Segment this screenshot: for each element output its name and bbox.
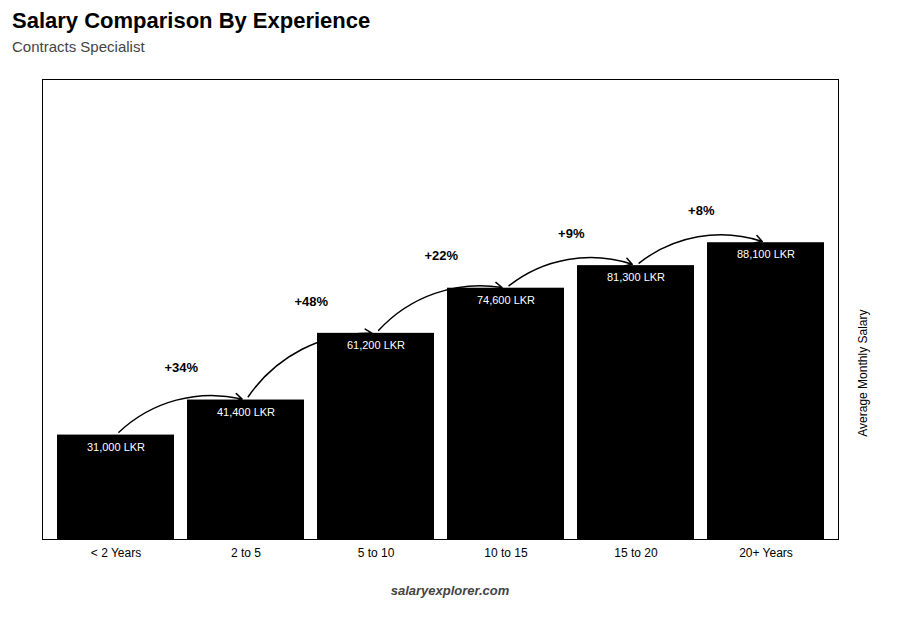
svg-text:+22%: +22%: [424, 248, 458, 263]
svg-text:+9%: +9%: [558, 226, 585, 241]
svg-text:< 2 Years: < 2 Years: [91, 546, 141, 560]
html-text:Contracts Specialist: Contracts Specialist: [12, 38, 145, 55]
html-text:salaryexplorer.com: salaryexplorer.com: [390, 583, 510, 598]
svg-text:61,200 LKR: 61,200 LKR: [347, 339, 405, 351]
svg-text:+48%: +48%: [294, 294, 328, 309]
svg-text:88,100 LKR: 88,100 LKR: [737, 248, 795, 260]
svg-text:15 to 20: 15 to 20: [614, 546, 658, 560]
svg-text:2 to 5: 2 to 5: [231, 546, 261, 560]
svg-text:81,300 LKR: 81,300 LKR: [607, 271, 665, 283]
svg-text:20+ Years: 20+ Years: [739, 546, 793, 560]
svg-text:31,000 LKR: 31,000 LKR: [87, 441, 145, 453]
html-text:Salary Comparison By Experienc: Salary Comparison By Experience: [12, 8, 371, 33]
svg-text:+8%: +8%: [688, 203, 715, 218]
svg-text:41,400 LKR: 41,400 LKR: [217, 406, 275, 418]
svg-text:10 to 15: 10 to 15: [484, 546, 528, 560]
svg-text:+34%: +34%: [164, 360, 198, 375]
svg-text:5 to 10: 5 to 10: [358, 546, 395, 560]
svg-text:Average Monthly Salary: Average Monthly Salary: [856, 310, 870, 437]
svg-text:74,600 LKR: 74,600 LKR: [477, 294, 535, 306]
